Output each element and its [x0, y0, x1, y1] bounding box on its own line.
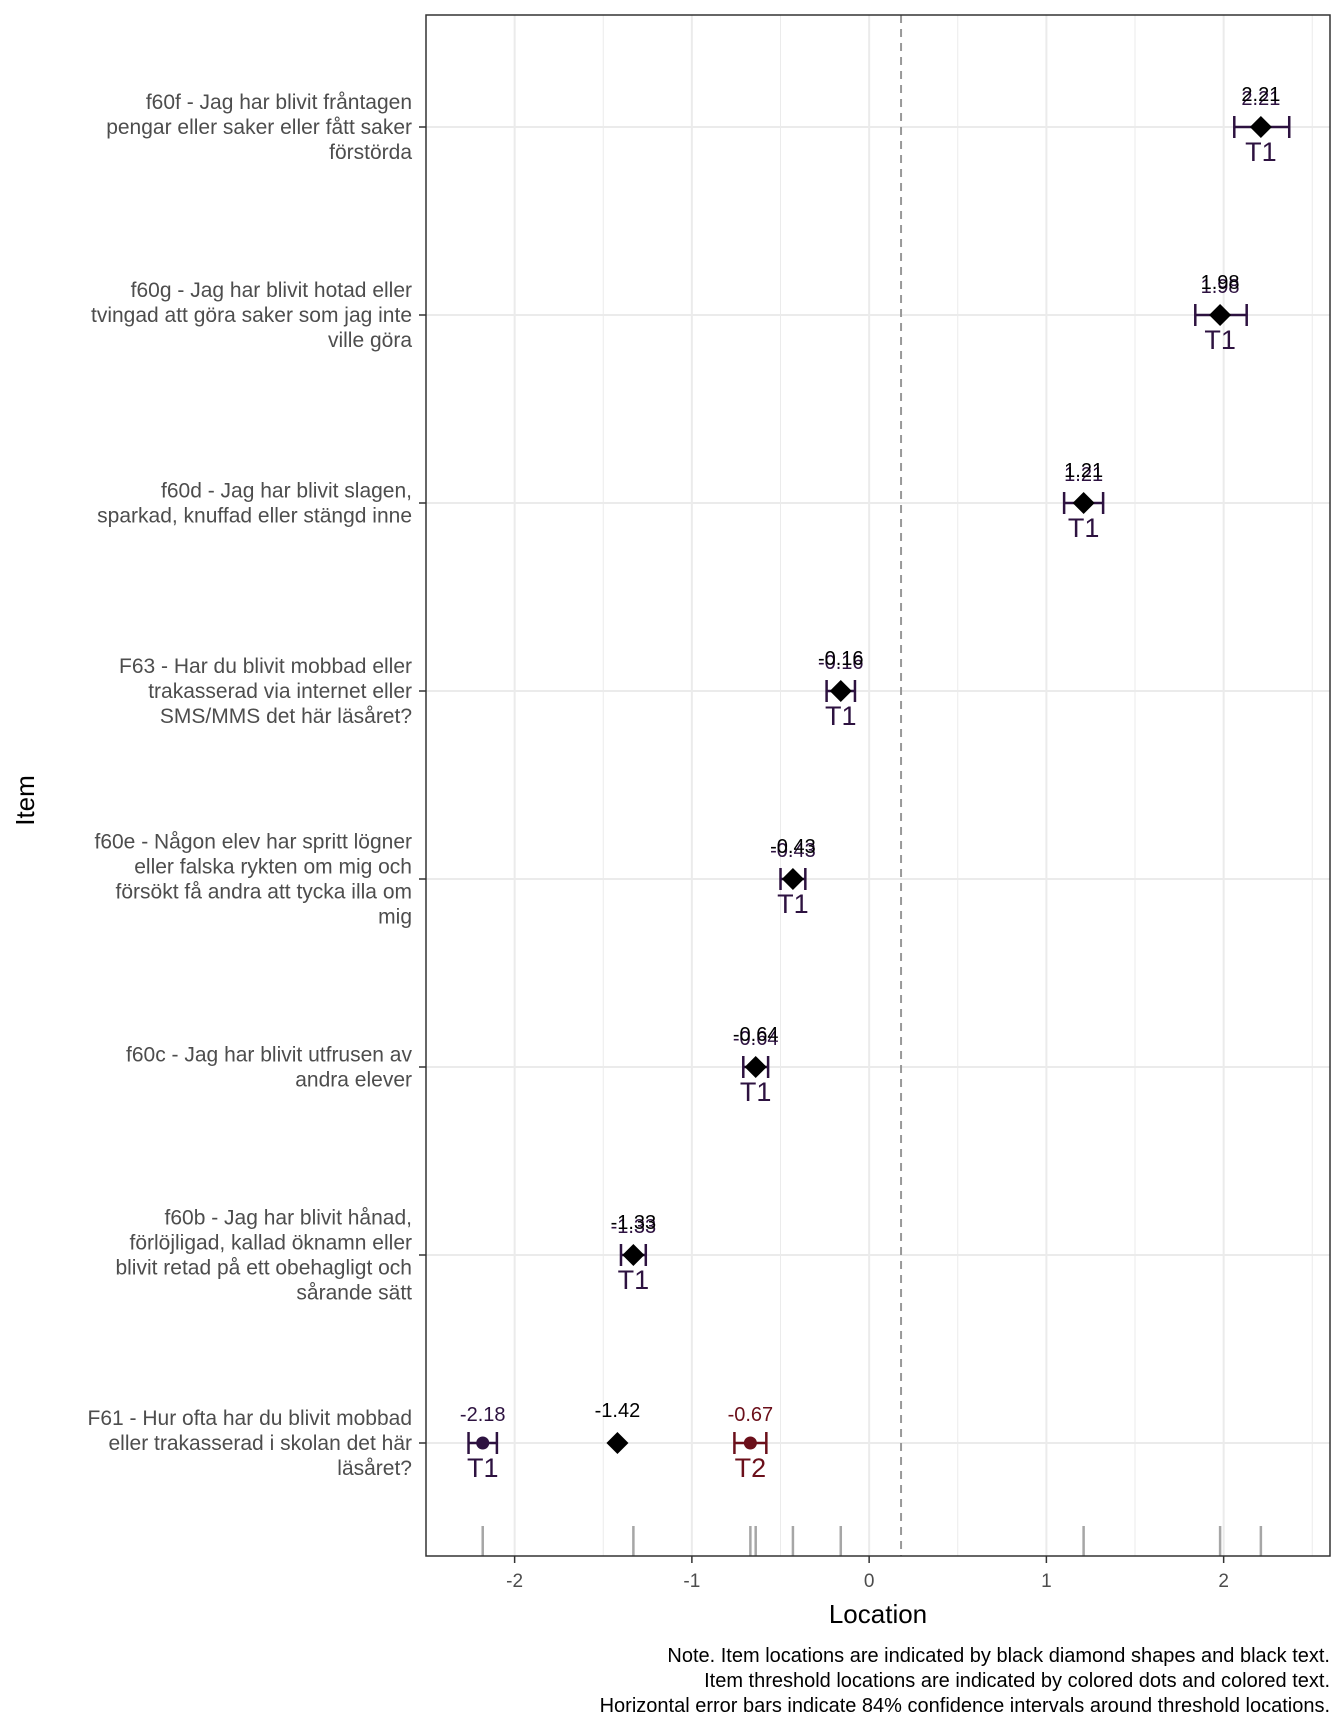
threshold-value-label: -0.43 [770, 840, 816, 862]
y-tick-label-line: förlöjligad, kallad öknamn eller [130, 1232, 413, 1255]
threshold-name-label: T1 [1245, 137, 1277, 167]
y-tick-label-line: mig [378, 906, 412, 929]
item-location-diamond [1209, 304, 1232, 326]
y-tick-label-line: tvingad att göra saker som jag inte [91, 304, 412, 327]
y-tick-label-line: F63 - Har du blivit mobbad eller [119, 655, 412, 678]
note-line: Item threshold locations are indicated b… [704, 1670, 1330, 1692]
threshold-value-label: -0.64 [733, 1028, 779, 1050]
y-tick-label-line: trakasserad via internet eller [148, 680, 412, 703]
item-location-diamond [606, 1432, 629, 1454]
item-marks: T1 -0.64-0.64 [733, 1024, 779, 1107]
x-tick-label: -2 [506, 1571, 523, 1592]
threshold-name-label: T1 [618, 1265, 650, 1295]
y-tick-label-line: f60f - Jag har blivit fråntagen [146, 91, 412, 114]
y-tick-label: F63 - Har du blivit mobbad eller trakasse… [119, 655, 412, 728]
item-location-label: 2.21 [1241, 84, 1280, 106]
item-marks: T1 1.981.98 [1194, 272, 1248, 355]
threshold-name-label: T1 [1068, 513, 1100, 543]
note-line: Horizontal error bars indicate 84% confi… [600, 1695, 1330, 1717]
item-marks: T1 -0.43-0.43 [770, 836, 816, 919]
item-location-label: 1.21 [1064, 460, 1103, 482]
x-tick-label: 0 [864, 1571, 875, 1592]
threshold-value-label: 2.21 [1241, 88, 1280, 110]
item-location-diamond [1072, 492, 1095, 514]
threshold-value-label: -2.18 [460, 1404, 506, 1426]
item-location-diamond [1249, 116, 1272, 138]
y-tick-label-line: sårande sätt [296, 1282, 412, 1305]
item-marks: T1 -2.18 T2 -0.67 -1.42 [460, 1400, 773, 1483]
axes-layer: -2 -1 0 1 2 f60f - Jag har blivit fråntagen pe… [88, 14, 1331, 1592]
x-tick-label: 1 [1041, 1571, 1052, 1592]
y-tick-label-line: läsåret? [337, 1457, 412, 1480]
item-location-label: -0.16 [818, 648, 864, 670]
threshold-value-label: -0.67 [728, 1404, 774, 1426]
threshold-name-label: T1 [740, 1077, 772, 1107]
y-tick-label-line: f60e - Någon elev har spritt lögner [94, 831, 412, 854]
y-tick-label-line: pengar eller saker eller fått saker [106, 116, 412, 139]
y-tick-label-line: f60d - Jag har blivit slagen, [161, 480, 412, 503]
panel-background [426, 15, 1330, 1556]
item-marks: T1 -1.33-1.33 [611, 1212, 657, 1295]
item-location-diamond [781, 868, 804, 890]
item-location-label: 1.98 [1201, 272, 1240, 294]
y-tick-label-line: SMS/MMS det här läsåret? [160, 705, 412, 728]
y-tick-label: F61 - Hur ofta har du blivit mobbad eller… [88, 1407, 413, 1480]
x-axis-title: Location [829, 1599, 927, 1629]
threshold-dot [743, 1436, 757, 1450]
item-location-diamond [744, 1056, 767, 1078]
item-location-label: -1.42 [595, 1400, 641, 1422]
chart-note: Note. Item locations are indicated by bl… [600, 1645, 1330, 1717]
threshold-name-label: T1 [1204, 325, 1236, 355]
y-tick-label-line: F61 - Hur ofta har du blivit mobbad [88, 1407, 413, 1430]
y-tick-label-line: f60b - Jag har blivit hånad, [165, 1207, 413, 1230]
y-tick-label: f60e - Någon elev har spritt lögner eller… [94, 831, 412, 929]
threshold-name-label: T2 [735, 1453, 767, 1483]
y-tick-label-line: ville göra [328, 329, 412, 352]
y-tick-label-line: blivit retad på ett obehagligt och [115, 1257, 412, 1280]
y-axis-title: Item [10, 775, 40, 826]
y-tick-label: f60d - Jag har blivit slagen, sparkad, kn… [97, 480, 412, 528]
item-marks: T1 1.211.21 [1062, 460, 1105, 543]
y-tick-label: f60b - Jag har blivit hånad, förlöjligad,… [115, 1207, 412, 1305]
threshold-name-label: T1 [777, 889, 809, 919]
marks-layer: T12.212.21T11.981.98T11.211.21T1-0.16-0.… [460, 84, 1291, 1483]
y-tick-label-line: försökt få andra att tycka illa om [116, 881, 412, 904]
threshold-value-label: -1.33 [611, 1216, 657, 1238]
grid-layer [425, 15, 1330, 1556]
threshold-value-label: 1.98 [1201, 276, 1240, 298]
rug-layer [481, 1526, 1263, 1556]
threshold-value-label: 1.21 [1064, 464, 1103, 486]
panel-border [425, 14, 1331, 1557]
y-tick-label-line: eller falska rykten om mig och [134, 856, 412, 879]
x-tick-label: -1 [683, 1571, 700, 1592]
y-tick-label-line: f60g - Jag har blivit hotad eller [131, 279, 412, 302]
item-marks: T1 -0.16-0.16 [818, 648, 864, 731]
threshold-value-label: -0.16 [818, 652, 864, 674]
item-location-label: -0.64 [733, 1024, 779, 1046]
threshold-name-label: T1 [825, 701, 857, 731]
threshold-name-label: T1 [467, 1453, 499, 1483]
y-tick-label-line: andra elever [295, 1069, 412, 1092]
y-tick-label: f60c - Jag har blivit utfrusen av andra e… [126, 1044, 412, 1092]
y-tick-label-line: förstörda [329, 141, 412, 164]
item-location-diamond [829, 680, 852, 702]
item-marks: T1 2.212.21 [1233, 84, 1291, 167]
y-tick-label: f60f - Jag har blivit fråntagen pengar el… [106, 91, 412, 164]
note-line: Note. Item locations are indicated by bl… [667, 1645, 1330, 1667]
y-tick-label: f60g - Jag har blivit hotad eller tvingad… [91, 279, 412, 352]
x-tick-label: 2 [1218, 1571, 1229, 1592]
item-location-label: -0.43 [770, 836, 816, 858]
y-tick-label-line: eller trakasserad i skolan det här [109, 1432, 413, 1455]
threshold-dot [476, 1436, 490, 1450]
item-location-label: -1.33 [611, 1212, 657, 1234]
y-tick-label-line: sparkad, knuffad eller stängd inne [97, 505, 412, 528]
item-location-diamond [622, 1244, 645, 1266]
y-tick-label-line: f60c - Jag har blivit utfrusen av [126, 1044, 412, 1067]
